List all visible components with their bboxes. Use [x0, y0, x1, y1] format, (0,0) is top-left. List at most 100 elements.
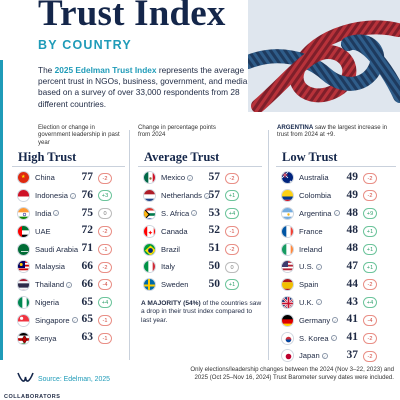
country-name: S. Africa — [161, 208, 190, 218]
germany-flag-icon — [281, 313, 294, 327]
netherlands-flag-icon — [143, 189, 156, 203]
change-badge: +1 — [363, 261, 377, 273]
country-name: Mexico — [161, 173, 186, 183]
table-row: Japan ✓ — [281, 347, 328, 365]
change-badge: -2 — [363, 350, 377, 362]
change-badge: +1 — [363, 225, 377, 237]
country-name: Australia — [299, 173, 329, 183]
country-name: China — [35, 173, 55, 183]
election-note: Election or change in government leaders… — [38, 124, 120, 146]
uae-flag-icon — [17, 224, 30, 238]
trust-score: 50 — [208, 260, 221, 272]
country-name: Argentina — [299, 208, 332, 218]
change-badge: +4 — [225, 208, 239, 220]
country-name: Malaysia — [35, 262, 65, 272]
table-row: Sweden — [143, 276, 188, 294]
election-check-icon: ✓ — [53, 210, 60, 217]
page-title: Trust Index — [38, 0, 226, 34]
change-badge: -2 — [225, 172, 239, 184]
column-divider — [129, 130, 130, 360]
country-name: UAE — [35, 226, 51, 236]
malaysia-flag-icon — [17, 260, 30, 274]
svg-text:★: ★ — [21, 174, 26, 180]
change-badge: -1 — [98, 314, 112, 326]
italy-flag-icon — [143, 260, 156, 274]
svg-text:✦: ✦ — [148, 229, 154, 237]
change-note: Change in percentage points from 2024 — [138, 124, 216, 139]
election-check-icon: ✓ — [191, 210, 198, 217]
change-badge: +1 — [225, 190, 239, 202]
visual-capitalist-logo — [17, 372, 34, 382]
trust-score: 50 — [208, 277, 221, 290]
change-badge: +3 — [98, 190, 112, 202]
table-row: India ✓ — [17, 205, 60, 223]
trust-score: 48 — [346, 206, 359, 219]
trust-score: 75 — [81, 206, 94, 219]
nigeria-flag-icon — [17, 295, 30, 309]
table-row: Argentina ✓ — [281, 205, 340, 223]
table-row: Mexico ✓ — [143, 169, 194, 187]
trust-score: 65 — [81, 313, 94, 326]
country-name: Singapore — [35, 315, 70, 325]
table-row: Germany ✓ — [281, 311, 339, 329]
trust-score: 77 — [81, 171, 94, 183]
table-row: Singapore ✓ — [17, 311, 78, 329]
country-name: France — [299, 226, 323, 236]
country-name: Germany — [299, 315, 331, 325]
mexico-flag-icon — [143, 171, 156, 185]
skorea-flag-icon — [281, 331, 294, 345]
country-name: Indonesia — [35, 191, 68, 201]
table-row: Thailand ✓ — [17, 276, 73, 294]
election-check-icon: ✓ — [71, 317, 78, 324]
trust-score: 43 — [346, 295, 359, 308]
trust-score: 48 — [346, 224, 359, 237]
group-rule — [276, 166, 396, 167]
country-name: Brazil — [161, 244, 180, 254]
country-name: U.S. — [299, 262, 314, 272]
election-check-icon: ✓ — [321, 352, 328, 359]
change-badge: -2 — [225, 243, 239, 255]
table-row: Netherlands ✓ — [143, 187, 210, 205]
country-name: India — [35, 208, 52, 218]
country-name: Colombia — [299, 191, 332, 201]
table-row: Brazil — [143, 240, 180, 258]
country-name: Saudi Arabia — [35, 244, 79, 254]
spain-flag-icon — [281, 278, 294, 292]
table-row: U.K. ✓ — [281, 294, 322, 312]
us-flag-icon — [281, 260, 294, 274]
group-header: Average Trust — [144, 150, 220, 164]
change-badge: -2 — [98, 261, 112, 273]
china-flag-icon: ★ — [17, 171, 30, 185]
change-badge: -1 — [225, 225, 239, 237]
trust-score: 48 — [346, 242, 359, 255]
election-check-icon: ✓ — [69, 192, 76, 199]
country-name: Italy — [161, 262, 175, 272]
change-badge: +1 — [363, 243, 377, 255]
election-check-icon: ✓ — [187, 174, 194, 181]
indonesia-flag-icon — [17, 189, 30, 203]
singapore-flag-icon — [17, 313, 30, 327]
svg-text:★: ★ — [289, 179, 293, 184]
saudi-flag-icon — [17, 242, 30, 256]
change-badge: -2 — [98, 225, 112, 237]
india-flag-icon — [17, 206, 30, 220]
table-row: France — [281, 222, 323, 240]
table-row: Malaysia — [17, 258, 65, 276]
change-badge: -2 — [363, 190, 377, 202]
table-row: S. Korea ✓ — [281, 329, 337, 347]
country-name: Kenya — [35, 333, 57, 343]
election-check-icon: ✓ — [315, 299, 322, 306]
change-badge: -2 — [363, 172, 377, 184]
accent-bar — [0, 60, 3, 360]
change-badge: -4 — [98, 279, 112, 291]
country-name: Sweden — [161, 280, 189, 290]
change-badge: +1 — [225, 279, 239, 291]
table-row: UAE — [17, 222, 51, 240]
majority-note: A MAJORITY (54%) of the countries saw a … — [141, 300, 262, 324]
trust-score: 49 — [346, 188, 359, 201]
change-badge: +4 — [98, 297, 112, 309]
france-flag-icon — [281, 224, 294, 238]
sweden-flag-icon — [143, 278, 156, 292]
change-badge: 0 — [98, 208, 112, 220]
table-row: ★ Australia — [281, 169, 329, 187]
